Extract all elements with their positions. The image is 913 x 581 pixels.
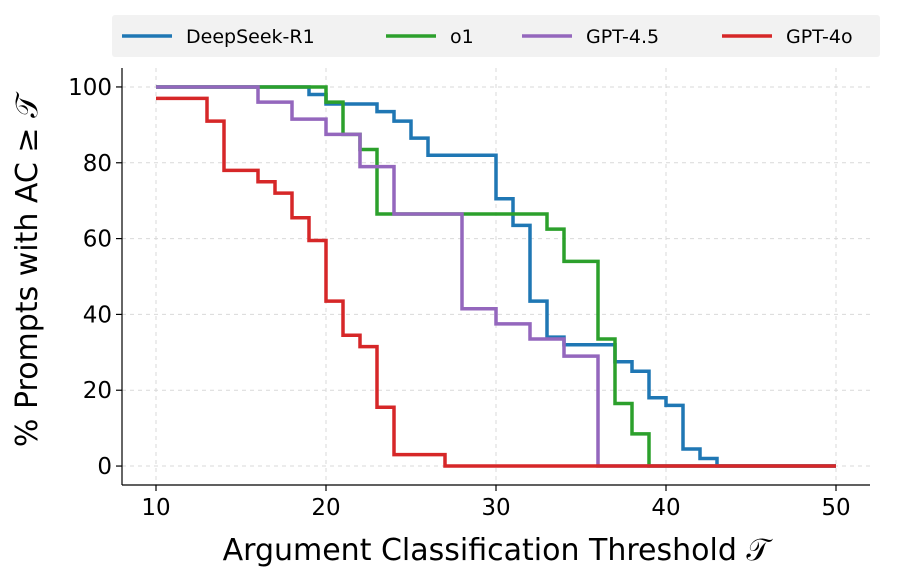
y-tick-label-4: 80 (83, 151, 112, 177)
x-tick-label-1: 20 (311, 495, 340, 521)
x-axis-label: Argument Classification Threshold 𝒯 (223, 533, 774, 568)
y-tick-label-0: 0 (97, 454, 112, 480)
x-tick-label-2: 30 (481, 495, 510, 521)
y-tick-label-1: 20 (83, 378, 112, 404)
x-tick-label-0: 10 (141, 495, 170, 521)
series-line-gpt-4o (156, 96, 836, 468)
legend-label-0: DeepSeek-R1 (186, 26, 315, 48)
x-tick-label-3: 40 (651, 495, 680, 521)
legend: DeepSeek-R1 o1 GPT-4.5 GPT-4o (112, 15, 880, 57)
x-ticks: 10 20 30 40 50 (141, 485, 851, 521)
series-line-deepseek-r1 (156, 85, 836, 468)
y-tick-label-2: 40 (83, 302, 112, 328)
y-tick-label-5: 100 (68, 75, 112, 101)
legend-label-1: o1 (450, 26, 474, 48)
series-lines (156, 85, 836, 468)
y-tick-label-3: 60 (83, 227, 112, 253)
y-axis-label: % Prompts with AC ≥ 𝒯 (10, 91, 45, 447)
y-ticks: 0 20 40 60 80 100 (68, 75, 122, 480)
legend-label-2: GPT-4.5 (586, 26, 659, 48)
series-line-gpt-4-5 (156, 85, 836, 468)
x-tick-label-4: 50 (821, 495, 850, 521)
grid (122, 68, 870, 485)
series-line-o1 (156, 85, 836, 468)
legend-label-3: GPT-4o (786, 26, 853, 48)
legend-box (112, 15, 880, 57)
